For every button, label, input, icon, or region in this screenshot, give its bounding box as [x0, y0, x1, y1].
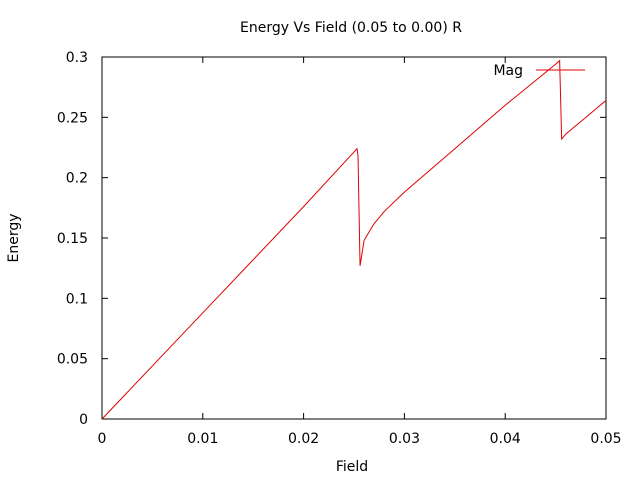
- x-tick-label: 0.02: [288, 431, 319, 447]
- x-tick-label: 0.05: [590, 431, 621, 447]
- axis-ticks: 0 0.01 0.02 0.03 0.04 0.05 0 0.05 0.1 0.15 0.2 0.25…: [57, 50, 622, 447]
- y-axis-label: Energy: [6, 213, 22, 262]
- chart-title: Energy Vs Field (0.05 to 0.00) R: [240, 20, 462, 36]
- y-tick-label: 0.05: [57, 352, 88, 368]
- x-axis-label: Field: [336, 459, 368, 475]
- y-tick-label: 0.15: [57, 231, 88, 247]
- y-tick-label: 0: [79, 412, 88, 428]
- x-tick-label: 0: [98, 431, 107, 447]
- series-layer: [101, 59, 607, 420]
- series-line-mag: [101, 59, 607, 420]
- y-tick-label: 0.2: [66, 171, 88, 187]
- x-tick-label: 0.04: [490, 431, 521, 447]
- y-tick-label: 0.1: [66, 291, 88, 307]
- plot-border: [101, 56, 607, 420]
- y-tick-label: 0.3: [66, 50, 88, 66]
- x-tick-label: 0.03: [389, 431, 420, 447]
- x-tick-label: 0.01: [187, 431, 218, 447]
- legend-label-mag: Mag: [493, 63, 523, 79]
- legend: Mag: [493, 63, 585, 79]
- y-tick-label: 0.25: [57, 110, 88, 126]
